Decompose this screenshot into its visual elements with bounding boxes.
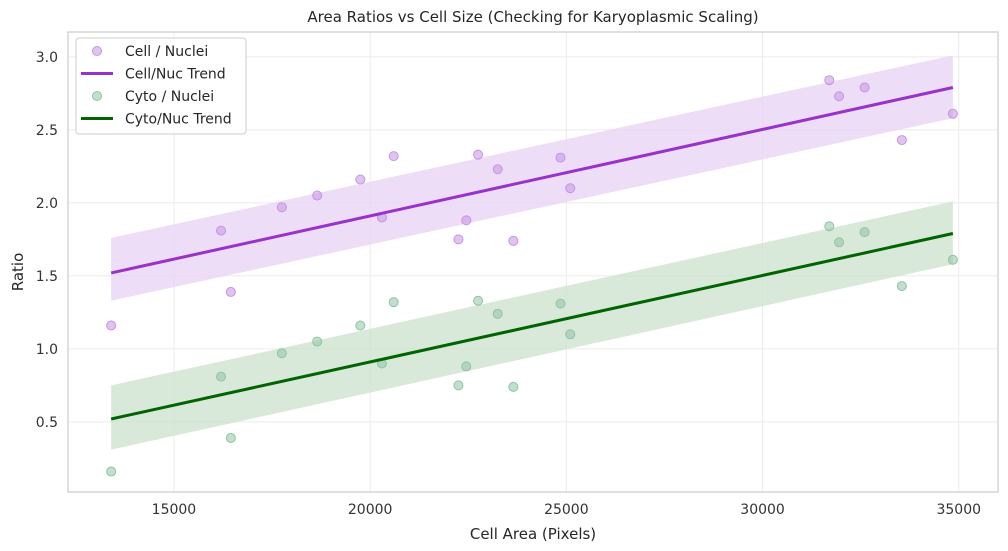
data-point	[225, 432, 236, 443]
x-tick-label: 25000	[544, 502, 589, 518]
data-point	[508, 381, 519, 392]
data-point	[896, 281, 907, 292]
data-point	[276, 348, 287, 359]
data-point	[824, 75, 835, 86]
data-point	[565, 329, 576, 340]
trend-line	[110, 86, 954, 275]
y-tick-label: 0.5	[36, 415, 58, 431]
data-point	[355, 174, 366, 185]
data-point	[492, 308, 503, 319]
data-point	[896, 135, 907, 146]
trend-lines	[110, 86, 954, 421]
data-point	[824, 221, 835, 232]
y-axis-ticks: 0.5 1.0 1.5 2.0 2.5 3.0	[36, 50, 58, 431]
data-point	[834, 237, 845, 248]
data-point	[216, 371, 227, 382]
legend-frame	[75, 37, 247, 135]
data-point	[461, 361, 472, 372]
y-axis-label: Ratio	[9, 253, 27, 292]
legend-label: Cyto/Nuc Trend	[125, 112, 232, 128]
chart-title: Area Ratios vs Cell Size (Checking for K…	[307, 8, 758, 26]
data-point	[276, 202, 287, 213]
data-point	[461, 215, 472, 226]
y-tick-label: 1.0	[36, 342, 58, 358]
data-point	[492, 164, 503, 175]
data-point	[453, 380, 464, 391]
data-point	[947, 108, 958, 119]
data-point	[453, 234, 464, 245]
legend-label: Cyto / Nuclei	[125, 89, 214, 105]
data-point	[312, 190, 323, 201]
data-point	[106, 466, 117, 477]
data-point	[312, 336, 323, 347]
data-point	[216, 225, 227, 236]
data-point	[555, 152, 566, 163]
data-point	[834, 91, 845, 102]
scatter-points	[106, 75, 958, 477]
plot-frame	[67, 31, 999, 493]
y-tick-label: 1.5	[36, 269, 58, 285]
x-tick-label: 30000	[740, 502, 785, 518]
y-tick-label: 3.0	[36, 50, 58, 66]
x-tick-label: 20000	[348, 502, 393, 518]
data-point	[388, 297, 399, 308]
data-point	[473, 149, 484, 160]
legend-label: Cell/Nuc Trend	[125, 67, 226, 83]
data-point	[555, 298, 566, 309]
x-tick-label: 15000	[152, 502, 197, 518]
x-tick-label: 35000	[936, 502, 981, 518]
data-point	[859, 227, 870, 238]
data-point	[106, 320, 117, 331]
trend-line	[110, 232, 954, 421]
legend-marker-swatch	[92, 91, 102, 101]
legend: Cell / Nuclei Cell/Nuc Trend Cyto / Nuclei…	[75, 37, 247, 135]
confidence-band	[111, 55, 953, 301]
data-point	[225, 286, 236, 297]
x-axis-label: Cell Area (Pixels)	[470, 525, 596, 543]
data-point	[508, 235, 519, 246]
data-point	[565, 183, 576, 194]
data-point	[355, 320, 366, 331]
data-point	[947, 254, 958, 265]
legend-marker-swatch	[92, 46, 102, 56]
data-point	[859, 82, 870, 93]
y-tick-label: 2.0	[36, 196, 58, 212]
x-axis-ticks: 15000 20000 25000 30000 35000	[152, 502, 981, 518]
data-point	[473, 295, 484, 306]
legend-label: Cell / Nuclei	[125, 44, 208, 60]
data-point	[388, 151, 399, 162]
y-tick-label: 2.5	[36, 123, 58, 139]
